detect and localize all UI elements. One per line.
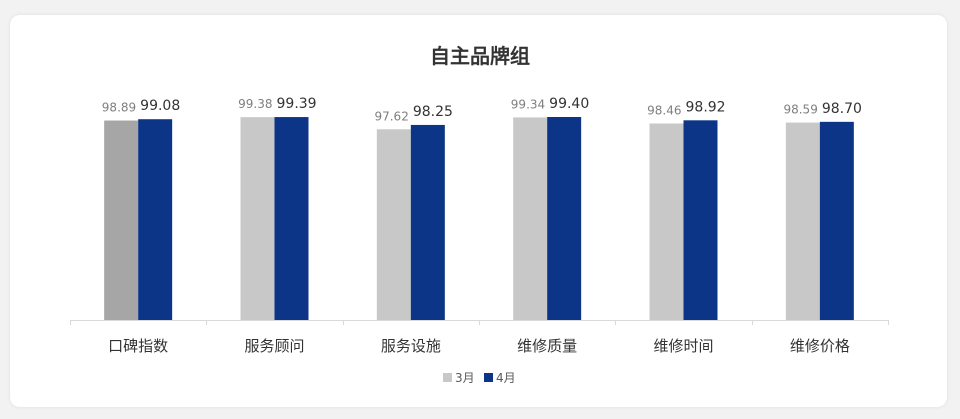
category-label-0: 口碑指数: [108, 337, 168, 355]
category-label-3: 维修质量: [517, 337, 577, 355]
bar-april-1: [274, 117, 309, 320]
bar-april-0: [138, 119, 173, 320]
category-label-5: 维修价格: [790, 337, 850, 355]
data-label-march-3: 99.34: [511, 97, 545, 111]
data-label-march-2: 97.62: [374, 109, 408, 123]
data-label-march-1: 99.38: [238, 97, 272, 111]
bar-april-5: [819, 121, 854, 320]
data-label-april-1: 99.39: [277, 96, 317, 112]
bar-april-2: [410, 124, 445, 320]
legend-label-march: 3月: [455, 371, 475, 385]
data-label-march-0: 98.89: [102, 101, 136, 115]
bar-march-3: [513, 117, 548, 321]
bar-april-4: [683, 120, 718, 320]
data-label-april-3: 99.40: [549, 96, 589, 112]
bar-march-4: [649, 123, 684, 320]
category-label-4: 维修时间: [653, 337, 713, 355]
bar-march-5: [785, 122, 820, 320]
bar-march-0: [104, 120, 139, 321]
data-label-march-4: 98.46: [647, 103, 681, 117]
data-label-april-2: 98.25: [413, 104, 453, 120]
legend-label-april: 4月: [496, 371, 516, 385]
legend-swatch-april: [484, 373, 493, 382]
data-label-april-5: 98.70: [822, 101, 862, 117]
category-label-1: 服务顾问: [244, 337, 304, 355]
chart-title: 自主品牌组: [430, 44, 530, 68]
legend-swatch-march: [443, 373, 452, 382]
data-label-april-0: 99.08: [140, 98, 180, 114]
data-label-march-5: 98.59: [783, 103, 817, 117]
bar-march-2: [376, 129, 411, 320]
bar-april-3: [547, 117, 582, 320]
data-label-april-4: 98.92: [686, 99, 726, 115]
bar-march-1: [240, 117, 275, 320]
category-label-2: 服务设施: [381, 337, 441, 355]
